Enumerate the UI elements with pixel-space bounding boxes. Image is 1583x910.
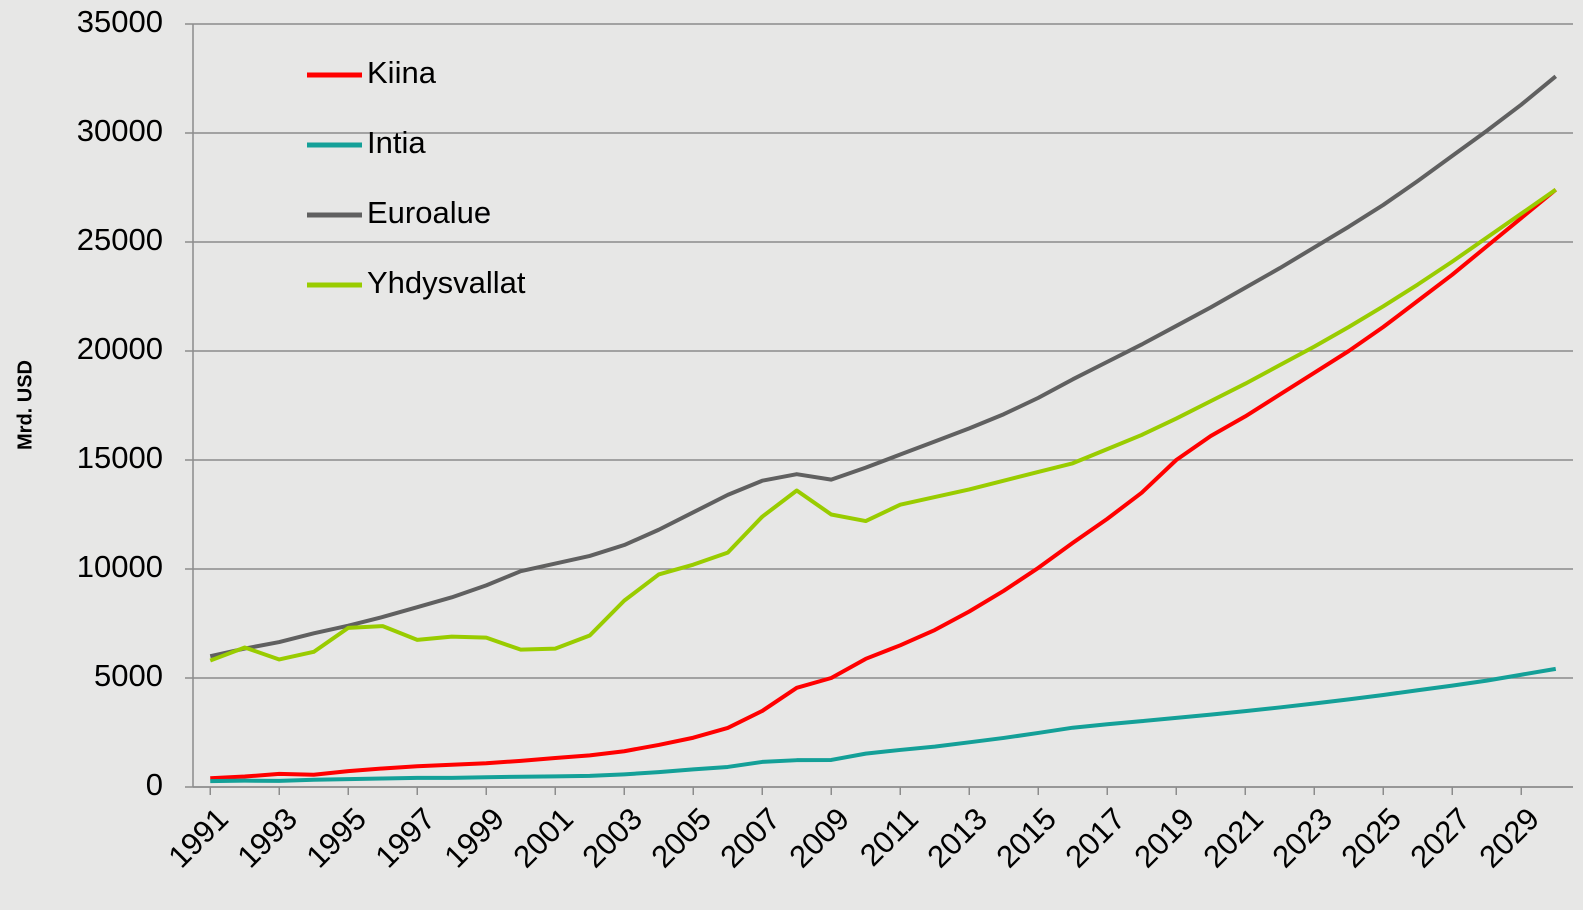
x-tick-label: 2019 xyxy=(1127,801,1201,875)
x-tick-label: 1993 xyxy=(230,801,304,875)
series-line xyxy=(209,74,1558,659)
y-axis-label: Mrd. USD xyxy=(14,360,36,450)
y-tick-label: 0 xyxy=(146,767,163,802)
y-tick-label: 15000 xyxy=(77,440,163,475)
x-tick-label: 2017 xyxy=(1058,801,1132,875)
x-tick-label: 2025 xyxy=(1334,801,1408,875)
x-tick-label: 2009 xyxy=(782,801,856,875)
y-tick-label: 25000 xyxy=(77,222,163,257)
x-tick-label: 1997 xyxy=(368,801,442,875)
y-tick-label: 20000 xyxy=(77,331,163,366)
y-tick-label: 30000 xyxy=(77,113,163,148)
y-tick-label: 35000 xyxy=(77,4,163,39)
x-tick-label: 1995 xyxy=(299,801,373,875)
x-tick-label: 2001 xyxy=(506,801,580,875)
x-tick-label: 2015 xyxy=(989,801,1063,875)
legend-label: Intia xyxy=(367,125,426,160)
series-line xyxy=(210,188,1558,781)
x-tick-label: 2027 xyxy=(1403,801,1477,875)
x-tick-label: 2029 xyxy=(1472,801,1546,875)
series-line xyxy=(210,666,1557,784)
x-tick-label: 2013 xyxy=(920,801,994,875)
x-tick-label: 2011 xyxy=(853,801,925,873)
x-tick-label: 1991 xyxy=(161,801,235,875)
y-tick-label: 10000 xyxy=(77,549,163,584)
x-tick-label: 2003 xyxy=(575,801,649,875)
x-tick-label: 2021 xyxy=(1196,801,1270,875)
x-tick-label: 1999 xyxy=(437,801,511,875)
x-tick-label: 2023 xyxy=(1265,801,1339,875)
series-line xyxy=(209,188,1557,663)
x-tick-label: 2007 xyxy=(713,801,787,875)
y-tick-label: 5000 xyxy=(94,658,163,693)
legend-label: Kiina xyxy=(367,55,437,90)
x-tick-label: 2005 xyxy=(644,801,718,875)
legend-label: Euroalue xyxy=(367,195,491,230)
legend-label: Yhdysvallat xyxy=(367,265,526,300)
